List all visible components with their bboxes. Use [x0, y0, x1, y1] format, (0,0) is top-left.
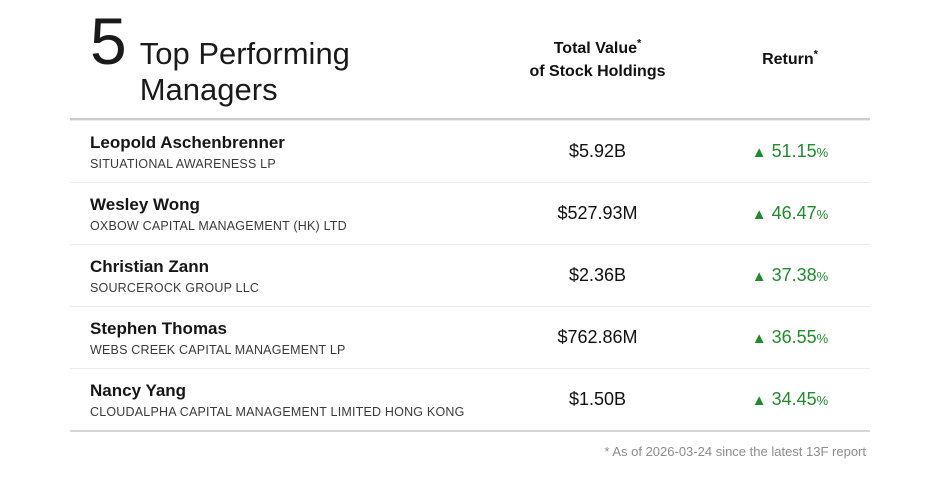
- return-label: Return: [762, 51, 814, 69]
- table-row: Stephen Thomas WEBS CREEK CAPITAL MANAGE…: [70, 306, 870, 368]
- page-title: 5 Top Performing Managers: [70, 4, 485, 108]
- return-value: 36.55: [771, 327, 817, 347]
- table-header: 5 Top Performing Managers Total Value* o…: [70, 2, 870, 120]
- up-triangle-icon: ▲: [751, 330, 767, 347]
- percent-sign: %: [816, 393, 829, 408]
- return-value: 46.47: [771, 203, 817, 223]
- percent-sign: %: [816, 207, 829, 222]
- return-value: 51.15: [771, 141, 817, 161]
- manager-cell: Christian Zann SOURCEROCK GROUP LLC: [70, 257, 485, 295]
- top-managers-table: 5 Top Performing Managers Total Value* o…: [70, 0, 870, 459]
- firm-name: OXBOW CAPITAL MANAGEMENT (HK) LTD: [90, 218, 347, 233]
- holdings-value: $762.86M: [557, 327, 638, 347]
- return-cell: ▲ 37.38%: [710, 265, 870, 286]
- firm-name: WEBS CREEK CAPITAL MANAGEMENT LP: [90, 342, 346, 357]
- table-row: Leopold Aschenbrenner SITUATIONAL AWAREN…: [70, 120, 870, 182]
- manager-count: 5: [90, 4, 127, 78]
- return-cell: ▲ 51.15%: [710, 141, 870, 162]
- up-triangle-icon: ▲: [751, 392, 767, 409]
- percent-sign: %: [816, 269, 829, 284]
- manager-name: Nancy Yang: [90, 380, 187, 400]
- footnote: * As of 2026-03-24 since the latest 13F …: [604, 444, 866, 459]
- page-title-text: Top Performing Managers: [139, 36, 350, 107]
- return-cell: ▲ 36.55%: [710, 327, 870, 348]
- firm-name: CLOUDALPHA CAPITAL MANAGEMENT LIMITED HO…: [90, 404, 465, 419]
- footnote-asterisk: *: [813, 49, 818, 62]
- manager-name: Stephen Thomas: [90, 318, 227, 338]
- return-cell: ▲ 46.47%: [710, 203, 870, 224]
- manager-name: Leopold Aschenbrenner: [90, 132, 285, 152]
- manager-name: Christian Zann: [90, 256, 210, 276]
- up-triangle-icon: ▲: [751, 268, 767, 285]
- table-row: Wesley Wong OXBOW CAPITAL MANAGEMENT (HK…: [70, 182, 870, 244]
- manager-cell: Leopold Aschenbrenner SITUATIONAL AWAREN…: [70, 133, 485, 171]
- firm-name: SOURCEROCK GROUP LLC: [90, 280, 260, 295]
- manager-cell: Wesley Wong OXBOW CAPITAL MANAGEMENT (HK…: [70, 195, 485, 233]
- table-row: Nancy Yang CLOUDALPHA CAPITAL MANAGEMENT…: [70, 368, 870, 430]
- percent-sign: %: [816, 145, 829, 160]
- firm-name: SITUATIONAL AWARENESS LP: [90, 156, 276, 171]
- manager-cell: Nancy Yang CLOUDALPHA CAPITAL MANAGEMENT…: [70, 381, 485, 419]
- return-cell: ▲ 34.45%: [710, 389, 870, 410]
- return-value: 34.45: [771, 389, 817, 409]
- table-bottom-rule: [70, 430, 870, 432]
- up-triangle-icon: ▲: [751, 206, 767, 223]
- holdings-value: $1.50B: [568, 389, 627, 409]
- up-triangle-icon: ▲: [751, 144, 767, 161]
- total-value-line2: of Stock Holdings: [529, 63, 666, 80]
- column-header-total-value: Total Value* of Stock Holdings: [485, 37, 710, 83]
- holdings-value: $527.93M: [557, 203, 638, 223]
- holdings-value: $5.92B: [568, 141, 627, 161]
- footnote-asterisk: *: [637, 37, 642, 50]
- total-value-line1: Total Value: [553, 39, 637, 57]
- return-value: 37.38: [771, 265, 817, 285]
- table-row: Christian Zann SOURCEROCK GROUP LLC $2.3…: [70, 244, 870, 306]
- holdings-value: $2.36B: [568, 265, 627, 285]
- column-header-return: Return*: [710, 48, 870, 71]
- percent-sign: %: [816, 331, 829, 346]
- manager-name: Wesley Wong: [90, 194, 200, 214]
- manager-cell: Stephen Thomas WEBS CREEK CAPITAL MANAGE…: [70, 319, 485, 357]
